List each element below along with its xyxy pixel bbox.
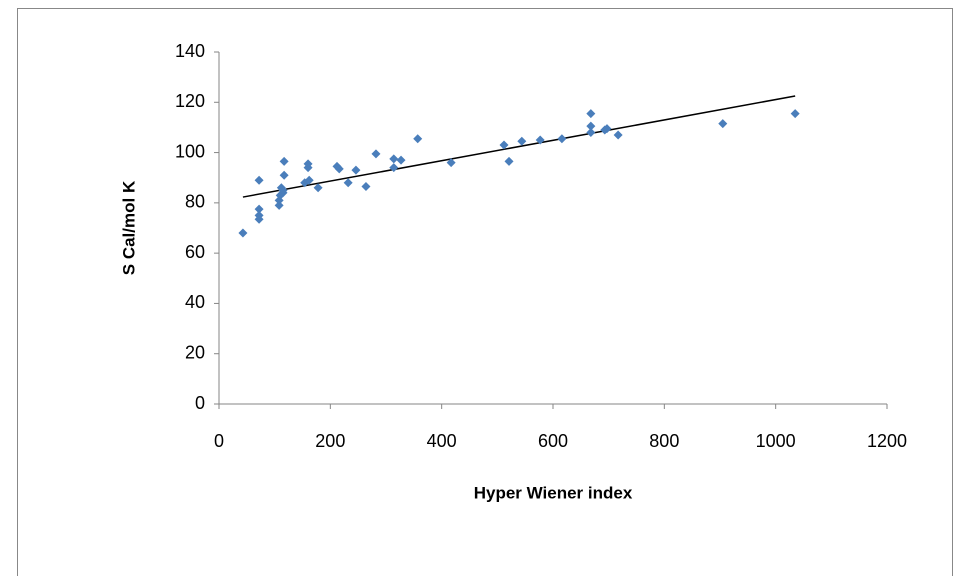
data-point bbox=[279, 170, 289, 180]
data-point bbox=[304, 175, 314, 185]
x-tick-label: 600 bbox=[538, 431, 568, 451]
data-point bbox=[718, 119, 728, 129]
data-point bbox=[278, 185, 288, 195]
data-point bbox=[334, 164, 344, 174]
data-point bbox=[238, 228, 248, 238]
data-point bbox=[279, 156, 289, 166]
x-tick-label: 200 bbox=[315, 431, 345, 451]
data-point bbox=[446, 158, 456, 168]
data-point bbox=[274, 200, 284, 210]
data-point bbox=[313, 183, 323, 193]
data-point bbox=[389, 163, 399, 173]
y-tick-label: 80 bbox=[185, 192, 205, 212]
data-point bbox=[343, 178, 353, 188]
data-point bbox=[351, 165, 361, 175]
data-point bbox=[586, 109, 596, 119]
data-point bbox=[790, 109, 800, 119]
x-tick-label: 0 bbox=[214, 431, 224, 451]
data-point bbox=[303, 159, 313, 169]
data-point bbox=[499, 140, 509, 150]
x-tick-label: 1000 bbox=[756, 431, 796, 451]
data-point bbox=[371, 149, 381, 159]
data-point bbox=[389, 154, 399, 164]
data-point bbox=[361, 182, 371, 192]
data-point bbox=[586, 121, 596, 131]
y-tick-label: 140 bbox=[175, 41, 205, 61]
y-tick-label: 60 bbox=[185, 242, 205, 262]
data-point bbox=[586, 127, 596, 137]
chart-frame bbox=[17, 8, 953, 576]
data-point bbox=[396, 155, 406, 165]
data-point bbox=[535, 135, 545, 145]
y-tick-label: 0 bbox=[195, 393, 205, 413]
x-tick-label: 1200 bbox=[867, 431, 907, 451]
data-point bbox=[413, 134, 423, 144]
x-tick-label: 800 bbox=[649, 431, 679, 451]
y-axis-title: S Cal/mol K bbox=[119, 180, 138, 275]
data-point bbox=[254, 214, 264, 224]
y-tick-label: 120 bbox=[175, 91, 205, 111]
data-point bbox=[504, 156, 514, 166]
y-tick-label: 20 bbox=[185, 342, 205, 362]
data-point bbox=[613, 130, 623, 140]
data-point bbox=[517, 136, 527, 146]
data-point bbox=[557, 134, 567, 144]
x-tick-label: 400 bbox=[427, 431, 457, 451]
data-point bbox=[602, 124, 612, 134]
trendline bbox=[242, 95, 796, 198]
data-point bbox=[254, 175, 264, 185]
data-point bbox=[254, 204, 264, 214]
x-axis-title: Hyper Wiener index bbox=[474, 483, 633, 502]
y-tick-label: 100 bbox=[175, 141, 205, 161]
y-tick-label: 40 bbox=[185, 292, 205, 312]
